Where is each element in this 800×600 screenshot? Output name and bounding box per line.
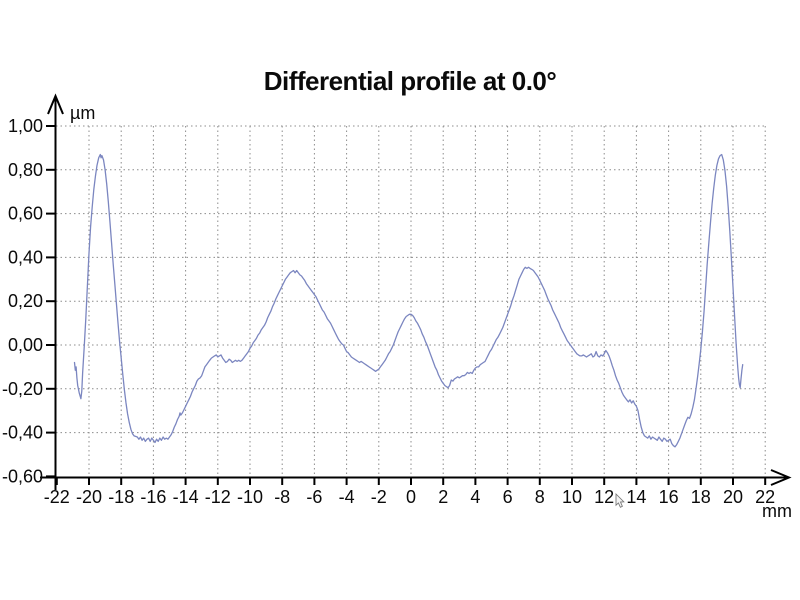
y-tick-label: -0,20 bbox=[2, 379, 43, 399]
x-tick-label: 20 bbox=[723, 487, 743, 507]
y-tick-label: -0,40 bbox=[2, 423, 43, 443]
y-tick-label: -0,60 bbox=[2, 466, 43, 486]
x-tick-label: -14 bbox=[173, 487, 199, 507]
mouse-cursor-icon bbox=[615, 492, 625, 508]
x-tick-label: -8 bbox=[274, 487, 290, 507]
y-tick-label: 0,60 bbox=[8, 204, 43, 224]
y-tick-label: 0,80 bbox=[8, 160, 43, 180]
y-axis-unit-label: µm bbox=[70, 103, 95, 123]
x-axis-unit-label: mm bbox=[762, 501, 792, 521]
x-tick-label: 22 bbox=[755, 487, 775, 507]
x-tick-label: -10 bbox=[237, 487, 263, 507]
x-tick-label: 10 bbox=[562, 487, 582, 507]
y-tick-label: 0,00 bbox=[8, 335, 43, 355]
chart-title: Differential profile at 0.0° bbox=[263, 66, 557, 96]
y-tick-label: 1,00 bbox=[8, 116, 43, 136]
x-tick-label: 18 bbox=[691, 487, 711, 507]
x-tick-label: 0 bbox=[406, 487, 416, 507]
x-tick-label: 6 bbox=[503, 487, 513, 507]
x-tick-label: -18 bbox=[108, 487, 134, 507]
x-tick-label: -12 bbox=[205, 487, 231, 507]
x-tick-label: -16 bbox=[140, 487, 166, 507]
x-tick-label: 12 bbox=[594, 487, 614, 507]
y-axis-arrow-icon bbox=[47, 93, 64, 115]
x-tick-label: 8 bbox=[535, 487, 545, 507]
profile-curve bbox=[73, 153, 744, 448]
x-tick-label: 4 bbox=[470, 487, 480, 507]
x-tick-label: 14 bbox=[626, 487, 646, 507]
x-tick-label: -4 bbox=[339, 487, 355, 507]
y-tick-label: 0,20 bbox=[8, 291, 43, 311]
x-tick-label: -20 bbox=[76, 487, 102, 507]
x-tick-label: 16 bbox=[659, 487, 679, 507]
x-tick-label: -2 bbox=[371, 487, 387, 507]
x-axis-arrow-icon bbox=[770, 469, 792, 486]
x-tick-label: 2 bbox=[438, 487, 448, 507]
x-tick-label: -6 bbox=[306, 487, 322, 507]
x-tick-label: -22 bbox=[44, 487, 70, 507]
y-tick-label: 0,40 bbox=[8, 247, 43, 267]
